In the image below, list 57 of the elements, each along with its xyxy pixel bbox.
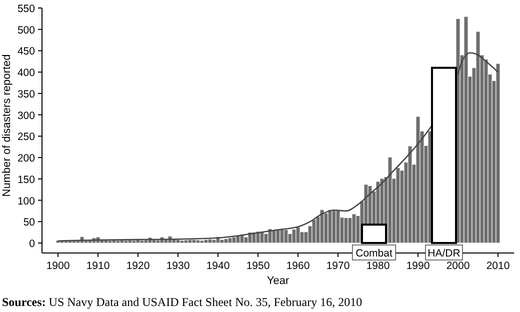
series-label: Combat xyxy=(356,248,392,260)
bar xyxy=(224,238,228,244)
bar xyxy=(156,240,160,244)
y-tick-label: 200 xyxy=(17,152,36,165)
x-tick-label: 2000 xyxy=(446,260,470,272)
x-tick-label: 1980 xyxy=(366,260,390,272)
bar xyxy=(496,63,500,244)
bar xyxy=(296,226,300,244)
x-tick-label: 1900 xyxy=(46,260,70,272)
x-tick-label: 1960 xyxy=(286,260,310,272)
y-tick-label: 400 xyxy=(17,67,36,80)
x-tick-label: 1910 xyxy=(86,260,110,272)
bar xyxy=(220,239,224,244)
x-tick-label: 1970 xyxy=(326,260,350,272)
bar xyxy=(292,229,296,244)
y-tick-label: 0 xyxy=(29,238,36,250)
bar xyxy=(200,240,204,244)
bar xyxy=(284,230,288,244)
bar xyxy=(196,240,200,244)
bar xyxy=(336,210,340,244)
y-tick-label: 500 xyxy=(17,24,36,36)
bar xyxy=(464,16,468,244)
bar xyxy=(344,218,348,244)
bar xyxy=(228,238,232,244)
y-tick-label: 450 xyxy=(17,46,36,58)
bar xyxy=(212,239,216,244)
x-axis-title: Year xyxy=(266,275,290,287)
series-label: HA/DR xyxy=(428,248,461,260)
bar xyxy=(476,31,480,244)
bar xyxy=(208,238,212,244)
bar xyxy=(232,236,236,244)
y-tick-label: 150 xyxy=(17,174,36,186)
y-tick-label: 350 xyxy=(17,88,36,100)
y-tick-label: 250 xyxy=(17,131,36,144)
y-tick-label: 100 xyxy=(17,195,36,208)
bar xyxy=(140,240,144,244)
bar xyxy=(408,146,412,244)
x-tick-label: 1920 xyxy=(126,260,150,272)
bar xyxy=(192,239,196,244)
x-tick-label: 2010 xyxy=(486,260,510,272)
text: Sources: US Navy Data and USAID Fact Sheet No. 35, February 16, 2010 xyxy=(2,295,362,309)
y-tick-label: 550 xyxy=(17,3,36,15)
bar xyxy=(144,240,148,244)
bar xyxy=(188,239,192,244)
y-tick-label: 300 xyxy=(17,110,36,122)
y-axis-title: Number of disasters reported xyxy=(1,54,13,197)
bar xyxy=(184,240,188,244)
x-tick-label: 1990 xyxy=(406,260,430,272)
bar xyxy=(288,233,292,244)
bar xyxy=(204,239,208,244)
bar xyxy=(416,116,420,244)
x-tick-label: 1940 xyxy=(206,260,230,272)
bar xyxy=(180,240,184,244)
bar xyxy=(348,218,352,244)
x-tick-label: 1950 xyxy=(246,260,270,272)
x-tick-label: 1930 xyxy=(166,260,190,272)
y-tick-label: 50 xyxy=(23,216,36,229)
